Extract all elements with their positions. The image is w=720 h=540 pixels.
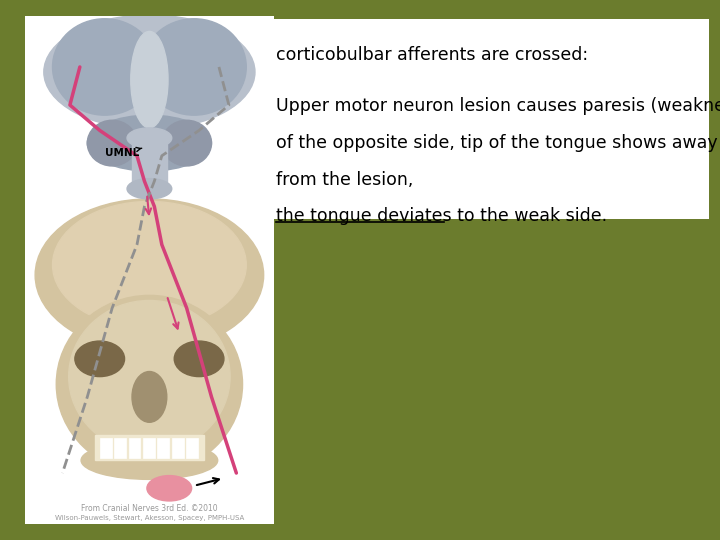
Text: of the opposite side, tip of the tongue shows away: of the opposite side, tip of the tongue … bbox=[276, 134, 717, 152]
Ellipse shape bbox=[56, 295, 243, 473]
Bar bbox=[129, 437, 140, 458]
Ellipse shape bbox=[75, 341, 125, 376]
FancyBboxPatch shape bbox=[263, 19, 709, 219]
FancyBboxPatch shape bbox=[25, 16, 274, 524]
Ellipse shape bbox=[127, 179, 172, 199]
Text: from the lesion,: from the lesion, bbox=[276, 171, 413, 188]
Ellipse shape bbox=[81, 441, 217, 480]
Ellipse shape bbox=[87, 120, 137, 166]
Ellipse shape bbox=[131, 31, 168, 128]
Text: From Cranial Nerves 3rd Ed. ©2010: From Cranial Nerves 3rd Ed. ©2010 bbox=[81, 504, 217, 513]
Bar bbox=[114, 437, 126, 458]
Bar bbox=[158, 437, 169, 458]
Ellipse shape bbox=[53, 19, 157, 115]
Ellipse shape bbox=[68, 300, 230, 453]
Ellipse shape bbox=[147, 476, 192, 501]
Bar bbox=[186, 437, 198, 458]
Bar bbox=[95, 435, 204, 460]
Ellipse shape bbox=[174, 341, 224, 376]
Bar bbox=[143, 437, 155, 458]
Ellipse shape bbox=[44, 15, 255, 129]
Ellipse shape bbox=[35, 199, 264, 351]
Ellipse shape bbox=[132, 372, 167, 422]
Ellipse shape bbox=[87, 115, 212, 171]
Ellipse shape bbox=[53, 201, 246, 328]
Bar bbox=[172, 437, 184, 458]
Ellipse shape bbox=[127, 128, 172, 148]
Text: UMNL: UMNL bbox=[104, 147, 142, 158]
Text: the tongue deviates to the weak side.: the tongue deviates to the weak side. bbox=[276, 207, 607, 225]
Ellipse shape bbox=[162, 120, 212, 166]
Bar bbox=[132, 138, 167, 189]
Text: Wilson-Pauwels, Stewart, Akesson, Spacey, PMPH-USA: Wilson-Pauwels, Stewart, Akesson, Spacey… bbox=[55, 515, 244, 521]
Text: Upper motor neuron lesion causes paresis (weakness): Upper motor neuron lesion causes paresis… bbox=[276, 97, 720, 115]
Text: corticobulbar afferents are crossed:: corticobulbar afferents are crossed: bbox=[276, 46, 588, 64]
Ellipse shape bbox=[142, 19, 246, 115]
Bar bbox=[99, 437, 112, 458]
